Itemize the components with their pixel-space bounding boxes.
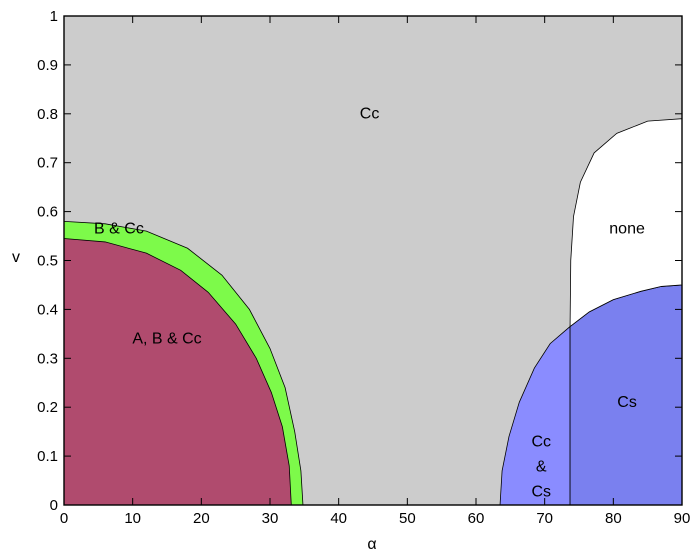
region-label-none: none bbox=[609, 221, 645, 238]
region-label-b-cc: B & Cc bbox=[94, 221, 144, 238]
region-label-cs: Cs bbox=[617, 394, 637, 411]
x-tick-label: 10 bbox=[124, 510, 141, 527]
y-tick-label: 0.1 bbox=[37, 448, 58, 465]
region-label-a-b-cc: A, B & Cc bbox=[132, 331, 201, 348]
y-tick-label: 1 bbox=[50, 8, 58, 25]
y-tick-label: 0.6 bbox=[37, 204, 58, 221]
y-tick-label: 0.2 bbox=[37, 399, 58, 416]
y-tick-label: 0 bbox=[50, 497, 58, 514]
y-tick-label: 0.5 bbox=[37, 253, 58, 270]
y-tick-label: 0.7 bbox=[37, 155, 58, 172]
y-tick-label: 0.3 bbox=[37, 350, 58, 367]
x-tick-label: 0 bbox=[60, 510, 68, 527]
x-tick-label: 60 bbox=[468, 510, 485, 527]
x-tick-label: 30 bbox=[262, 510, 279, 527]
x-tick-label: 50 bbox=[399, 510, 416, 527]
x-tick-label: 90 bbox=[674, 510, 691, 527]
region-labels: Cc B & Cc A, B & Cc Cc & Cs Cs none bbox=[94, 106, 645, 501]
x-tick-label: 20 bbox=[193, 510, 210, 527]
chart-regions bbox=[63, 16, 683, 506]
y-axis-label: v bbox=[12, 249, 20, 266]
x-tick-label: 40 bbox=[330, 510, 347, 527]
region-none-area bbox=[569, 118, 683, 328]
region-label-cc-cs: Cc & Cs bbox=[531, 433, 551, 500]
y-tick-label: 0.4 bbox=[37, 301, 58, 318]
x-axis-label: α bbox=[367, 536, 376, 553]
y-tick-label: 0.8 bbox=[37, 106, 58, 123]
x-tick-label: 70 bbox=[536, 510, 553, 527]
chart-ticks: 0 10 20 30 40 50 60 70 80 90 0 0.1 0.2 0.3 0.4 0.5 0.6 0.… bbox=[37, 8, 690, 527]
region-label-cc: Cc bbox=[360, 106, 380, 123]
x-tick-label: 80 bbox=[605, 510, 622, 527]
y-tick-label: 0.9 bbox=[37, 57, 58, 74]
